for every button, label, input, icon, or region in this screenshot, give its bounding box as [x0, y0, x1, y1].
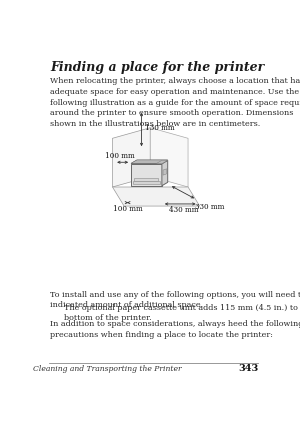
Polygon shape [134, 178, 158, 181]
Text: Cleaning and Transporting the Printer: Cleaning and Transporting the Printer [33, 365, 182, 373]
Polygon shape [131, 160, 168, 163]
Polygon shape [162, 160, 168, 186]
Text: To install and use any of the following options, you will need the
indicated amo: To install and use any of the following … [50, 291, 300, 309]
Text: Finding a place for the printer: Finding a place for the printer [50, 62, 265, 74]
Polygon shape [156, 160, 168, 164]
Text: In addition to space considerations, always heed the following
precautions when : In addition to space considerations, alw… [50, 320, 300, 339]
Polygon shape [112, 128, 150, 187]
Polygon shape [150, 128, 188, 187]
Text: 330 mm: 330 mm [195, 203, 225, 211]
Text: 430 mm: 430 mm [169, 206, 199, 214]
Polygon shape [133, 181, 160, 184]
Polygon shape [131, 164, 162, 186]
Text: When relocating the printer, always choose a location that has
adequate space fo: When relocating the printer, always choo… [50, 77, 300, 128]
Polygon shape [112, 187, 200, 206]
Text: 343: 343 [238, 364, 258, 373]
Text: 100 mm: 100 mm [105, 152, 134, 160]
Text: The optional paper cassette unit adds 115 mm (4.5 in.) to the
bottom of the prin: The optional paper cassette unit adds 11… [64, 303, 300, 322]
Polygon shape [163, 169, 167, 175]
Polygon shape [131, 160, 168, 164]
Text: 130 mm: 130 mm [145, 124, 174, 132]
Text: 100 mm: 100 mm [113, 205, 142, 213]
